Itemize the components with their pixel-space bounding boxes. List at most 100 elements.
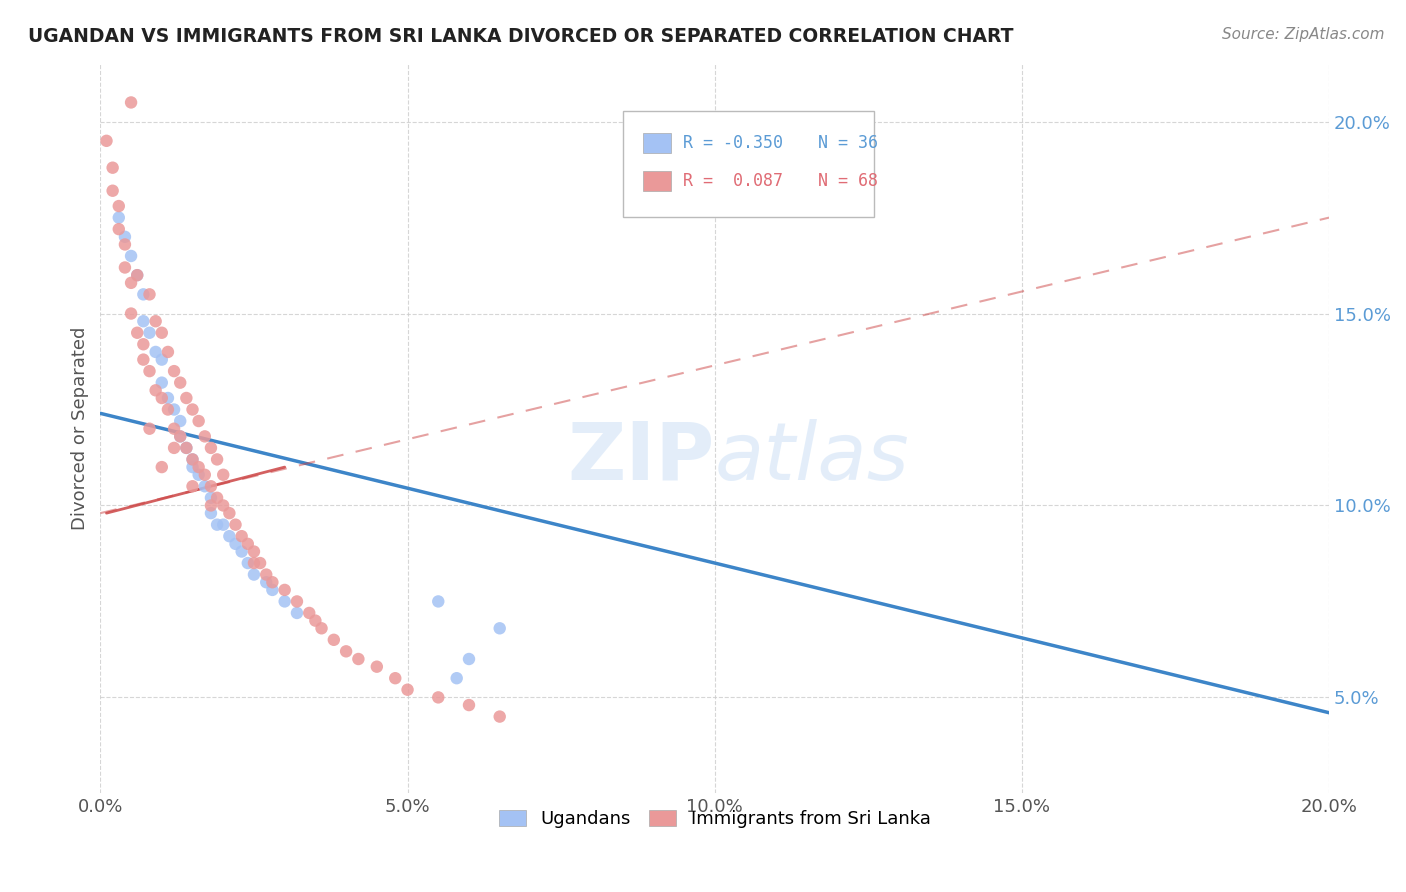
Point	[200, 491, 222, 505]
Point	[181, 452, 204, 467]
Point	[138, 287, 160, 301]
Text: N = 68: N = 68	[818, 172, 877, 190]
Point	[273, 582, 295, 597]
Point	[225, 517, 247, 532]
Point	[181, 460, 204, 475]
Point	[273, 594, 295, 608]
Point	[298, 606, 321, 620]
Point	[150, 376, 173, 390]
Text: UGANDAN VS IMMIGRANTS FROM SRI LANKA DIVORCED OR SEPARATED CORRELATION CHART: UGANDAN VS IMMIGRANTS FROM SRI LANKA DIV…	[28, 27, 1014, 45]
Point	[107, 211, 129, 225]
Point	[205, 452, 228, 467]
Point	[488, 709, 510, 723]
Point	[120, 95, 142, 110]
Point	[107, 222, 129, 236]
Point	[262, 582, 284, 597]
Point	[114, 229, 136, 244]
Point	[101, 161, 124, 175]
Point	[243, 567, 266, 582]
Point	[127, 268, 149, 282]
Point	[212, 517, 235, 532]
Point	[120, 249, 142, 263]
Point	[200, 499, 222, 513]
Text: R = -0.350: R = -0.350	[683, 134, 783, 152]
Point	[145, 384, 167, 398]
FancyBboxPatch shape	[623, 112, 875, 218]
Point	[366, 659, 388, 673]
Point	[150, 391, 173, 405]
Point	[231, 529, 253, 543]
Point	[304, 614, 326, 628]
Point	[138, 364, 160, 378]
Point	[156, 345, 179, 359]
Point	[212, 467, 235, 482]
FancyBboxPatch shape	[644, 133, 671, 153]
Point	[225, 537, 247, 551]
Point	[249, 556, 271, 570]
Point	[194, 467, 217, 482]
Point	[169, 429, 191, 443]
Text: R =  0.087: R = 0.087	[683, 172, 783, 190]
Point	[114, 237, 136, 252]
Point	[132, 287, 155, 301]
Point	[156, 391, 179, 405]
Point	[120, 276, 142, 290]
Point	[427, 594, 450, 608]
Point	[254, 567, 277, 582]
Point	[218, 506, 240, 520]
Point	[120, 307, 142, 321]
Point	[169, 376, 191, 390]
Point	[200, 479, 222, 493]
Text: N = 36: N = 36	[818, 134, 877, 152]
Point	[231, 544, 253, 558]
Point	[163, 422, 186, 436]
Point	[169, 414, 191, 428]
Point	[150, 352, 173, 367]
Point	[132, 352, 155, 367]
Point	[205, 517, 228, 532]
Point	[176, 441, 198, 455]
Point	[200, 441, 222, 455]
Point	[138, 326, 160, 340]
Point	[200, 506, 222, 520]
Point	[163, 441, 186, 455]
Point	[107, 199, 129, 213]
Point	[458, 698, 481, 712]
Point	[427, 690, 450, 705]
Point	[322, 632, 344, 647]
Y-axis label: Divorced or Separated: Divorced or Separated	[72, 327, 89, 531]
Point	[163, 402, 186, 417]
Point	[187, 414, 209, 428]
Point	[311, 621, 333, 635]
Point	[488, 621, 510, 635]
Point	[218, 529, 240, 543]
Point	[156, 402, 179, 417]
Point	[396, 682, 419, 697]
Point	[132, 314, 155, 328]
Point	[169, 429, 191, 443]
Point	[285, 606, 308, 620]
Text: atlas: atlas	[714, 419, 910, 497]
Point	[212, 499, 235, 513]
Point	[132, 337, 155, 351]
Point	[145, 314, 167, 328]
Point	[285, 594, 308, 608]
Point	[101, 184, 124, 198]
Point	[114, 260, 136, 275]
Point	[254, 575, 277, 590]
Point	[243, 556, 266, 570]
Point	[243, 544, 266, 558]
Point	[187, 467, 209, 482]
Point	[187, 460, 209, 475]
Point	[335, 644, 357, 658]
Point	[150, 460, 173, 475]
Point	[181, 452, 204, 467]
Legend: Ugandans, Immigrants from Sri Lanka: Ugandans, Immigrants from Sri Lanka	[492, 803, 938, 836]
Point	[236, 537, 259, 551]
Point	[181, 479, 204, 493]
Point	[176, 391, 198, 405]
Point	[127, 326, 149, 340]
Text: ZIP: ZIP	[568, 419, 714, 497]
Point	[194, 479, 217, 493]
Point	[145, 345, 167, 359]
